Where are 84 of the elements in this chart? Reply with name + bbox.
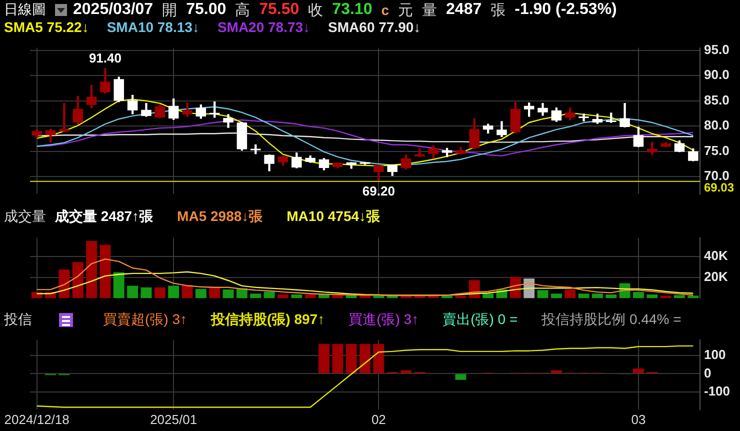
y-tick-label: 20K — [704, 268, 728, 284]
annotation: 91.40 — [88, 50, 122, 66]
text: 買進(張) 3↑ — [348, 311, 419, 329]
bar — [373, 344, 384, 374]
bar — [140, 287, 152, 298]
text: c — [381, 2, 390, 18]
bar — [550, 294, 562, 298]
bar — [688, 296, 699, 298]
bar — [332, 344, 344, 374]
x-tick-label: 03 — [631, 412, 646, 427]
y-tick-label: -100 — [704, 384, 730, 399]
ref-line-label: 69.03 — [704, 180, 734, 195]
bar — [304, 294, 316, 298]
text: 2487 — [446, 1, 482, 19]
text: MA10 4754↓張 — [286, 208, 380, 226]
bar — [455, 374, 466, 380]
bar — [592, 294, 603, 298]
text: 75.00 — [186, 1, 226, 19]
text: SMA20 78.73↓ — [217, 19, 310, 35]
text: 張 — [490, 0, 506, 20]
x-tick-label: 2025/01 — [150, 412, 198, 427]
bar — [578, 294, 590, 298]
bar — [550, 370, 562, 374]
chart-title: 日線圖 — [4, 1, 46, 19]
bar — [674, 295, 685, 298]
y-tick-label: 100 — [704, 346, 726, 362]
bar — [400, 370, 412, 374]
bar — [633, 368, 644, 374]
bar — [606, 294, 617, 298]
text: MA5 2988↓張 — [177, 208, 263, 226]
text: -1.90 (-2.53%) — [514, 1, 617, 19]
text: 元 — [398, 0, 414, 20]
bar — [318, 344, 330, 374]
bar — [100, 244, 111, 298]
text: 收 — [308, 0, 324, 20]
bar — [633, 292, 644, 298]
y-tick-label: 85.0 — [704, 92, 730, 108]
text: 75.50 — [259, 1, 300, 19]
text: 買賣超(張) 3↑ — [103, 311, 187, 329]
text: 成交量 2487↑張 — [55, 208, 154, 226]
y-tick-label: 75.0 — [704, 142, 730, 158]
bar — [277, 294, 288, 298]
x-tick-label: 2024/12/18 — [4, 412, 70, 427]
bar — [264, 292, 275, 298]
annotation: 69.20 — [362, 184, 395, 199]
text: 投信持股比例 0.44% = — [542, 311, 682, 329]
bar — [646, 294, 658, 298]
bar — [482, 294, 494, 298]
text: SMA10 78.13↓ — [106, 19, 200, 35]
text: 開 — [162, 0, 178, 20]
bar — [58, 269, 70, 298]
y-tick-label: 95.0 — [704, 42, 730, 57]
bar — [31, 292, 42, 298]
x-tick-label: 02 — [371, 412, 386, 427]
bar — [168, 286, 180, 298]
bar — [127, 286, 138, 298]
y-tick-label: 40K — [704, 248, 728, 264]
text: 賣出(張) 0 = — [442, 311, 518, 329]
y-tick-label: 70.0 — [704, 168, 730, 184]
bar — [346, 344, 357, 374]
chart-title: 投信 — [4, 311, 32, 329]
bar — [72, 262, 84, 298]
text: SMA60 77.90↓ — [328, 19, 421, 35]
y-tick-label: 80.0 — [704, 118, 730, 133]
bar — [332, 295, 344, 298]
text: SMA5 75.22↓ — [4, 19, 89, 35]
bar — [195, 288, 206, 298]
bar — [250, 294, 262, 298]
bar — [291, 294, 302, 298]
text: 量 — [422, 0, 438, 20]
bar — [360, 344, 370, 374]
text: 2025/03/07 — [73, 1, 154, 19]
text: 投信持股(張) 897↑ — [211, 311, 325, 329]
bar — [86, 241, 97, 298]
bar — [222, 290, 234, 298]
text: 高 — [235, 0, 250, 20]
bar — [154, 287, 166, 298]
bar — [113, 272, 124, 298]
bar — [564, 290, 576, 298]
chart-title: 成交量 — [4, 208, 46, 226]
bar — [537, 290, 548, 298]
y-tick-label: 90.0 — [704, 67, 730, 82]
text: 73.10 — [332, 1, 372, 19]
y-tick-label: 0 — [704, 365, 712, 380]
